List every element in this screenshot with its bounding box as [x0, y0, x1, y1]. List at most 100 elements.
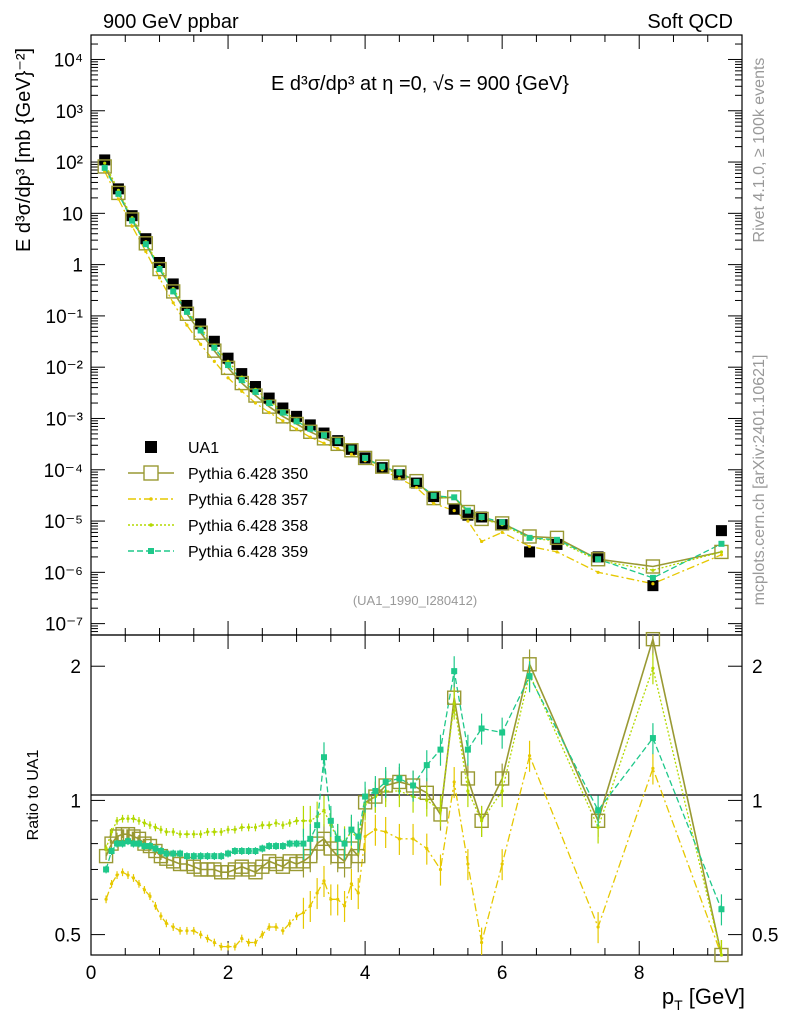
- ratio-pythia-357-point: [164, 921, 168, 925]
- ratio-pythia-359-point: [238, 848, 245, 855]
- x-tick-label: 2: [223, 963, 234, 984]
- pythia-359-point: [170, 288, 177, 295]
- pythia-350-point: [549, 530, 565, 546]
- pythia-359-point: [266, 400, 273, 407]
- ratio-pythia-358-point: [260, 823, 264, 827]
- ratio-pythia-358-point: [104, 846, 108, 851]
- ratio-pythia-357-point: [397, 837, 401, 841]
- ratio-pythia-359-point: [114, 840, 121, 847]
- ratio-pythia-359-point: [718, 906, 725, 913]
- pythia-359-point: [649, 574, 656, 581]
- pythia-359-point: [718, 540, 725, 547]
- ratio-pythia-359-point: [141, 843, 148, 850]
- ratio-pythia-357-point: [336, 897, 340, 901]
- ua1-point: [715, 525, 727, 537]
- ratio-pythia-357-point: [356, 891, 360, 895]
- main-series-line: [104, 162, 722, 571]
- ratio-pythia-359-point: [259, 845, 266, 852]
- pythia-359-point: [379, 463, 386, 470]
- ratio-pythia-357-point: [349, 882, 353, 886]
- pythia-359-point: [101, 164, 108, 171]
- ratio-pythia-359-point: [103, 866, 110, 873]
- ratio-pythia-359-point: [183, 853, 190, 860]
- pythia-357-point: [253, 401, 258, 405]
- pythia-358-point: [719, 550, 724, 554]
- legend-marker: [148, 548, 154, 554]
- ratio-pythia-357-point: [153, 904, 158, 908]
- ratio-pythia-357-point: [240, 936, 244, 941]
- main-x-ticks: [90, 35, 743, 635]
- pythia-357-point: [185, 323, 189, 327]
- ratio-pythia-357-point: [438, 867, 443, 872]
- pythia-357-point: [240, 389, 244, 393]
- ratio-pythia-358-point: [185, 832, 189, 836]
- pythia-359-point: [197, 327, 204, 334]
- pythia-359-point: [211, 344, 218, 351]
- ratio-pythia-358-point: [109, 830, 114, 834]
- ratio-pythia-357-point: [342, 904, 347, 908]
- pythia-359-point: [478, 513, 485, 520]
- ratio-pythia-359-point: [464, 746, 471, 753]
- pythia-350-point: [522, 529, 537, 544]
- ratio-pythia-359-point: [348, 826, 355, 833]
- ratio-pythia-358-point: [199, 832, 203, 836]
- ratio-pythia-359-point: [146, 843, 153, 850]
- ratio-pythia-358-point: [322, 808, 326, 812]
- ratio-pythia-357-point: [425, 846, 429, 851]
- x-tick-label: 0: [86, 963, 97, 984]
- legend-marker: [149, 523, 153, 527]
- ratio-y-ticks: 0.5 0.5 1 1 2 2: [55, 657, 779, 946]
- ratio-series-group: [98, 631, 729, 963]
- ratio-pythia-358-point: [466, 789, 470, 793]
- pythia-350-point: [179, 306, 195, 321]
- ratio-pythia-359-point: [177, 850, 184, 857]
- ratio-pythia-359-point: [135, 840, 142, 847]
- ratio-pythia-357-point: [373, 828, 377, 832]
- pythia-359-point: [526, 534, 533, 541]
- ratio-pythia-357-point: [308, 904, 312, 908]
- main-y-tick-label: 1: [72, 256, 83, 277]
- ratio-pythia-357-point: [199, 933, 203, 937]
- ratio-pythia-358-point: [159, 828, 163, 832]
- pythia-350-point: [645, 559, 661, 574]
- ratio-pythia-358-point: [452, 701, 456, 706]
- pythia-350-point: [446, 490, 462, 505]
- ratio-pythia-358-point: [148, 823, 152, 827]
- pythia-357-point: [171, 301, 175, 305]
- ua1-point: [181, 299, 193, 311]
- ratio-pythia-359-point: [451, 668, 458, 675]
- pythia-359-point: [553, 536, 560, 543]
- ratio-pythia-359-point: [410, 782, 417, 789]
- pythia-357-point: [336, 446, 340, 451]
- pythia-357-point: [116, 197, 121, 201]
- ratio-pythia-357-point: [322, 879, 326, 883]
- ratio-pythia-358-point: [120, 817, 125, 821]
- pythia-359-point: [307, 425, 314, 432]
- pythia-357-point: [651, 582, 655, 586]
- pythia-357-point: [281, 419, 285, 423]
- ua1-point: [222, 352, 234, 364]
- main-y-tick-label: 10²: [56, 153, 83, 174]
- pythia-357-point: [596, 570, 600, 574]
- ratio-pythia-358-point: [219, 830, 223, 834]
- main-y-tick-label: 10⁻⁵: [44, 512, 83, 533]
- pythia-357-point: [212, 359, 216, 363]
- ratio-pythia-358-point: [205, 830, 210, 834]
- pythia-357-point: [308, 435, 312, 439]
- ratio-pythia-357-point: [205, 936, 210, 941]
- pythia-359-point: [293, 418, 300, 425]
- legend: UA1 Pythia 6.428 350 Pythia 6.428 357 Pythi…: [128, 440, 308, 561]
- ratio-pythia-357-point: [329, 897, 333, 901]
- ratio-pythia-357-point: [253, 940, 258, 945]
- ua1-point: [140, 233, 152, 245]
- ratio-panel: 0.5 0.5 1 1 2 2 0 2 4 6 8 Ratio to UA1 pT [GeV]: [25, 631, 779, 1013]
- main-y-tick-label: 10⁴: [54, 50, 83, 71]
- pythia-357-point: [414, 485, 419, 490]
- legend-label: Pythia 6.428 350: [188, 466, 308, 483]
- ratio-pythia-359-point: [197, 853, 204, 860]
- legend-marker: [149, 497, 153, 501]
- ratio-pythia-357-point: [185, 929, 189, 933]
- ratio-pythia-359-point: [396, 775, 403, 782]
- ratio-pythia-357-point: [466, 862, 470, 866]
- header-left: 900 GeV ppbar: [103, 11, 239, 33]
